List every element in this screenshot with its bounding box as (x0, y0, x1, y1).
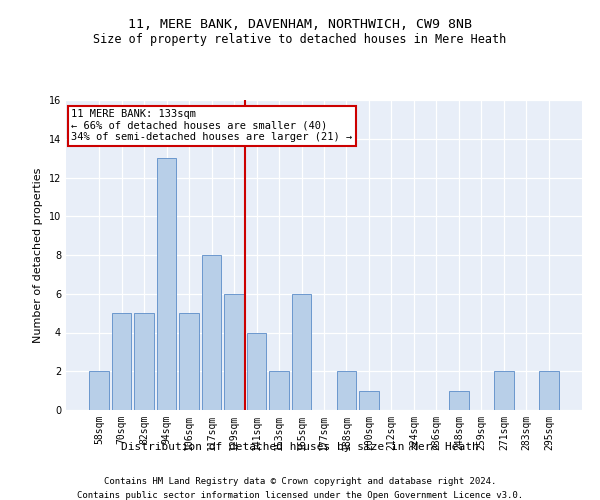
Bar (247, 332, 266, 410)
Bar (269, 371, 289, 410)
Y-axis label: Number of detached properties: Number of detached properties (33, 168, 43, 342)
Bar (224, 294, 244, 410)
Bar (449, 390, 469, 410)
Bar (89, 371, 109, 410)
Bar (202, 255, 221, 410)
Bar (134, 313, 154, 410)
Bar (539, 371, 559, 410)
Bar (359, 390, 379, 410)
Text: Distribution of detached houses by size in Mere Heath: Distribution of detached houses by size … (121, 442, 479, 452)
Bar (292, 294, 311, 410)
Text: 11, MERE BANK, DAVENHAM, NORTHWICH, CW9 8NB: 11, MERE BANK, DAVENHAM, NORTHWICH, CW9 … (128, 18, 472, 30)
Text: 11 MERE BANK: 133sqm
← 66% of detached houses are smaller (40)
34% of semi-detac: 11 MERE BANK: 133sqm ← 66% of detached h… (71, 110, 352, 142)
Text: Size of property relative to detached houses in Mere Heath: Size of property relative to detached ho… (94, 32, 506, 46)
Bar (179, 313, 199, 410)
Text: Contains HM Land Registry data © Crown copyright and database right 2024.: Contains HM Land Registry data © Crown c… (104, 478, 496, 486)
Bar (112, 313, 131, 410)
Text: Contains public sector information licensed under the Open Government Licence v3: Contains public sector information licen… (77, 491, 523, 500)
Bar (494, 371, 514, 410)
Bar (337, 371, 356, 410)
Bar (157, 158, 176, 410)
